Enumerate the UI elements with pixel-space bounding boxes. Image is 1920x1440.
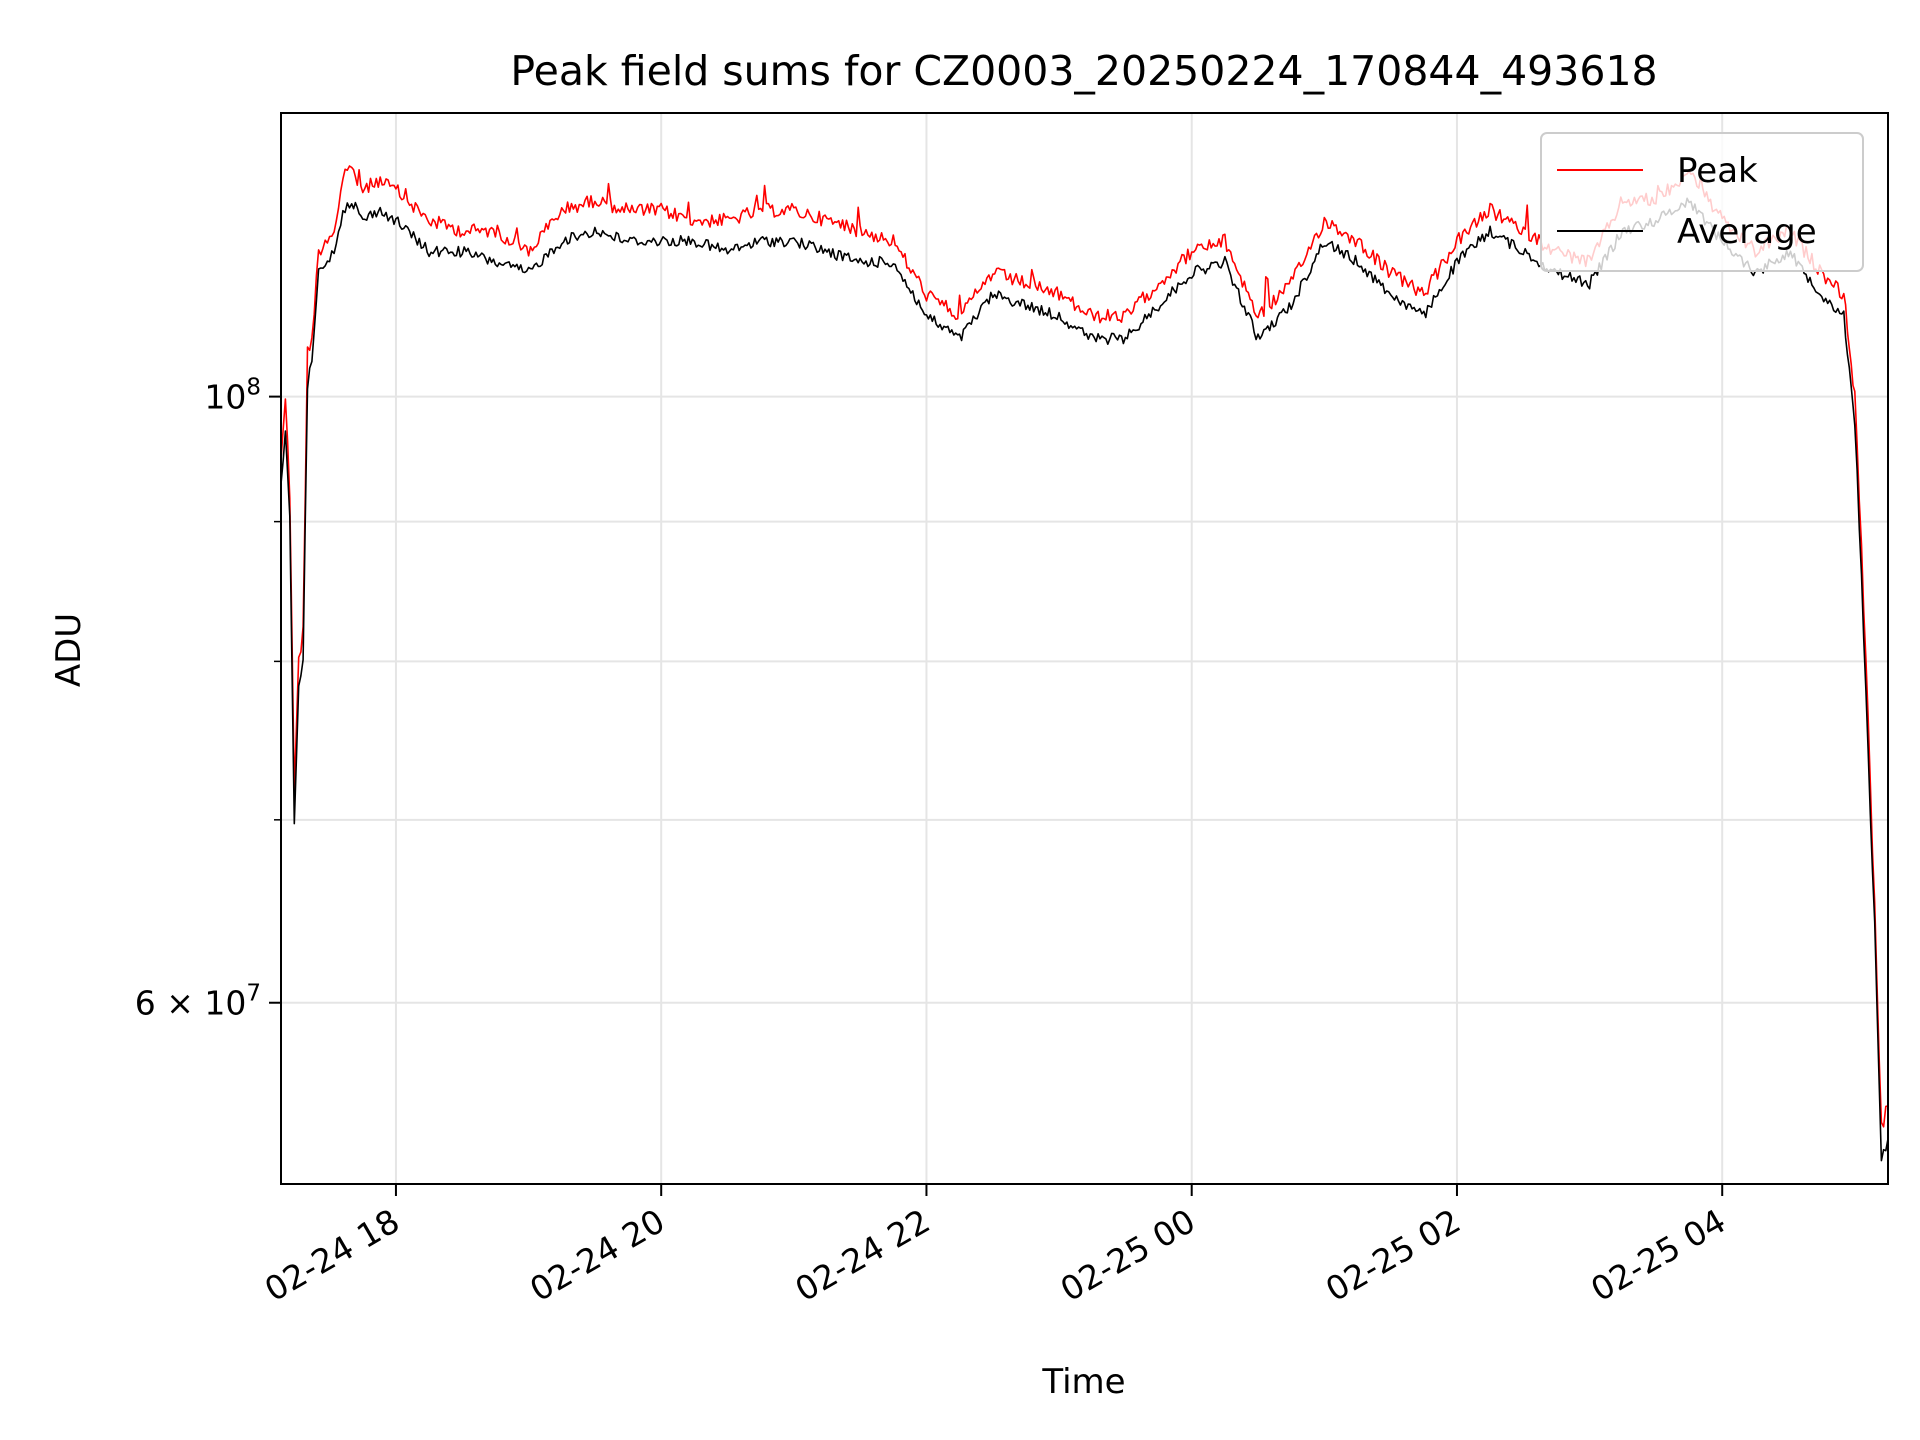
y-axis-label: ADU xyxy=(49,613,89,687)
plot-frame xyxy=(280,112,1889,1185)
legend-box xyxy=(1540,132,1864,272)
y-ticks: 108 6 × 107 xyxy=(135,375,281,1023)
grid xyxy=(281,113,1888,1184)
y-tick-label: 108 xyxy=(204,375,261,417)
legend-label-average: Average xyxy=(1677,212,1817,252)
legend-label-peak: Peak xyxy=(1677,151,1758,191)
x-axis-label: Time xyxy=(1041,1362,1125,1402)
y-tick-label: 6 × 107 xyxy=(135,981,261,1023)
chart-title: Peak field sums for CZ0003_20250224_1708… xyxy=(510,47,1657,95)
legend: Peak Average xyxy=(1540,132,1864,272)
